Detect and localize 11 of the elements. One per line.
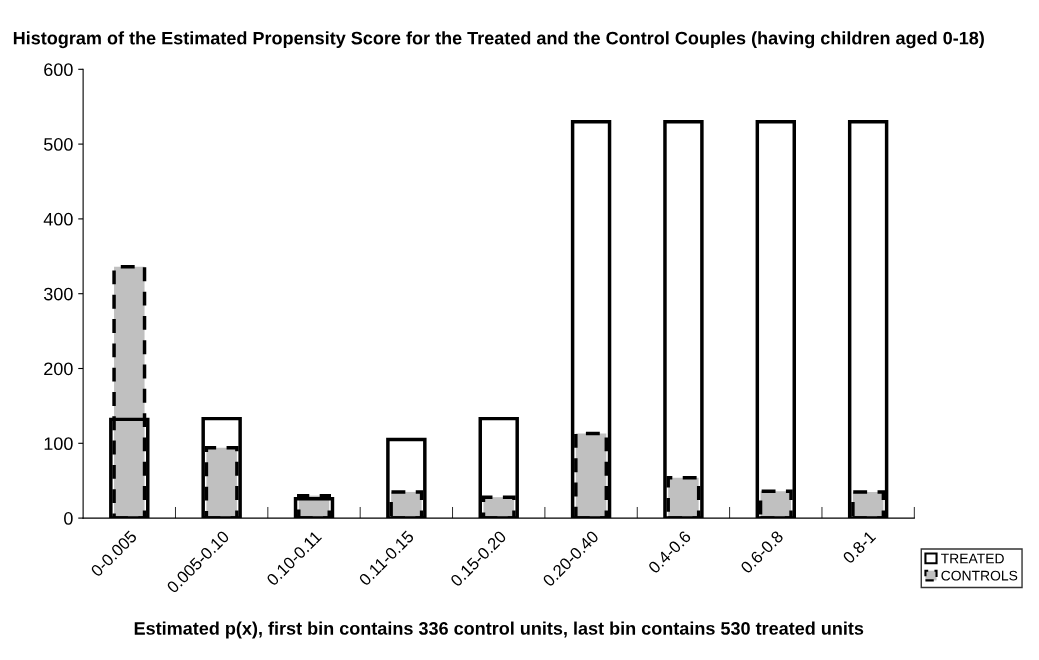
y-tick-label: 500 [44, 138, 73, 151]
x-axis-title: Estimated p(x), first bin contains 336 control units, last bin contains 530 treated units [134, 621, 864, 639]
y-tick-label: 200 [44, 362, 73, 376]
legend-label: CONTROLS [941, 570, 1018, 581]
y-tick-label: 100 [44, 437, 73, 451]
y-tick-label: 300 [43, 287, 73, 301]
y-tick-label: 400 [43, 212, 73, 226]
y-tick-label: 0 [64, 512, 73, 525]
chart-title: Histogram of the Estimated Propensity Score for the Treated and the Control Couples (having children aged 0-18) [13, 31, 984, 49]
y-tick-label: 600 [44, 63, 73, 77]
legend-label: TREATED [941, 553, 1004, 564]
